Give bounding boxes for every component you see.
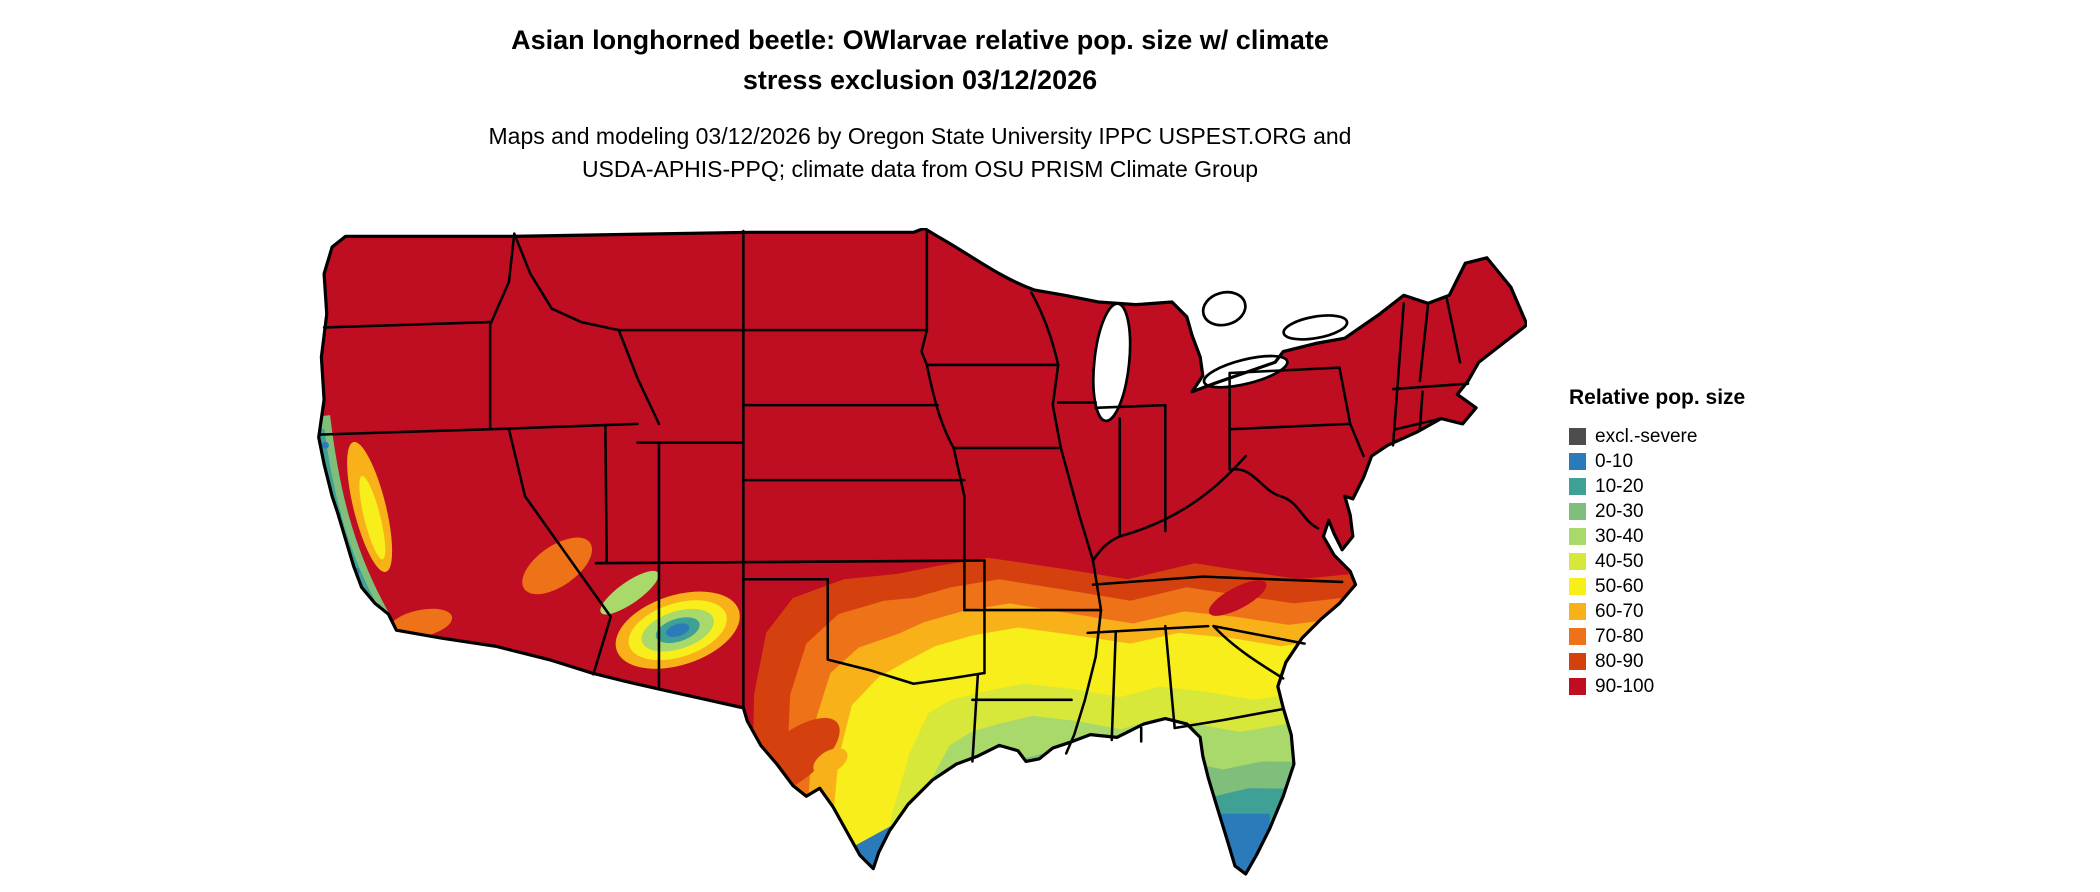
patch-central-valley-yellow: [359, 476, 386, 560]
legend-items: excl.-severe 0-10 10-20 20-30 30-40 40-50 50-6…: [1569, 424, 1745, 699]
map-title: Asian longhorned beetle: OWlarvae relati…: [0, 20, 1840, 100]
patch-coast-blue-speck: [321, 441, 329, 449]
map-title-line2: stress exclusion 03/12/2026: [742, 65, 1098, 95]
patch-appalachians-red: [1208, 580, 1267, 616]
legend-item-label: 40-50: [1595, 551, 1644, 572]
patch-arizona-blue: [666, 623, 690, 638]
legend-item-label: 20-30: [1595, 501, 1644, 522]
legend-item: 20-30: [1569, 499, 1745, 524]
legend-item-label: 10-20: [1595, 476, 1644, 497]
legend-swatch: [1569, 478, 1586, 495]
us-outline: [317, 228, 1527, 876]
patch-west-texas-amber: [813, 748, 848, 775]
legend-swatch: [1569, 628, 1586, 645]
legend-swatch: [1569, 553, 1586, 570]
map-subtitle-line2: USDA-APHIS-PPQ; climate data from OSU PR…: [581, 156, 1259, 182]
legend-item: 10-20: [1569, 474, 1745, 499]
legend-item: 70-80: [1569, 624, 1745, 649]
legend-item: 60-70: [1569, 599, 1745, 624]
map-title-line1: Asian longhorned beetle: OWlarvae relati…: [511, 25, 1329, 55]
legend-item: 30-40: [1569, 524, 1745, 549]
legend-swatch: [1569, 578, 1586, 595]
legend-item-label: 60-70: [1595, 601, 1644, 622]
legend-item: 0-10: [1569, 449, 1745, 474]
legend-item-label: 30-40: [1595, 526, 1644, 547]
legend-item: excl.-severe: [1569, 424, 1745, 449]
us-map: [317, 228, 1527, 876]
map-subtitle: Maps and modeling 03/12/2026 by Oregon S…: [0, 120, 1840, 186]
legend-item-label: excl.-severe: [1595, 426, 1698, 447]
legend-item-label: 50-60: [1595, 576, 1644, 597]
legend-item-label: 0-10: [1595, 451, 1634, 472]
lake-huron: [1201, 290, 1247, 327]
legend-swatch: [1569, 453, 1586, 470]
legend-title: Relative pop. size: [1569, 386, 1746, 409]
legend-item: 50-60: [1569, 574, 1745, 599]
legend-swatch: [1569, 528, 1586, 545]
patch-mogollon-rim: [600, 570, 659, 615]
legend-swatch: [1569, 653, 1586, 670]
legend-item-label: 90-100: [1595, 676, 1655, 697]
legend-item: 90-100: [1569, 674, 1745, 699]
legend-item: 80-90: [1569, 649, 1745, 674]
patch-california-coast-green: [318, 415, 391, 623]
legend-swatch: [1569, 428, 1586, 445]
legend-item-label: 80-90: [1595, 651, 1644, 672]
band-40-50: [882, 683, 1527, 874]
legend-item: 40-50: [1569, 549, 1745, 574]
lake-ontario: [1282, 314, 1349, 341]
legend-swatch: [1569, 603, 1586, 620]
legend-swatch: [1569, 678, 1586, 695]
legend: Relative pop. size excl.-severe 0-10 10-20…: [1569, 386, 1745, 699]
state-borders: [317, 229, 1470, 763]
map-subtitle-line1: Maps and modeling 03/12/2026 by Oregon S…: [488, 123, 1352, 149]
legend-item-label: 70-80: [1595, 626, 1644, 647]
patch-southern-nevada: [522, 537, 593, 595]
legend-swatch: [1569, 503, 1586, 520]
